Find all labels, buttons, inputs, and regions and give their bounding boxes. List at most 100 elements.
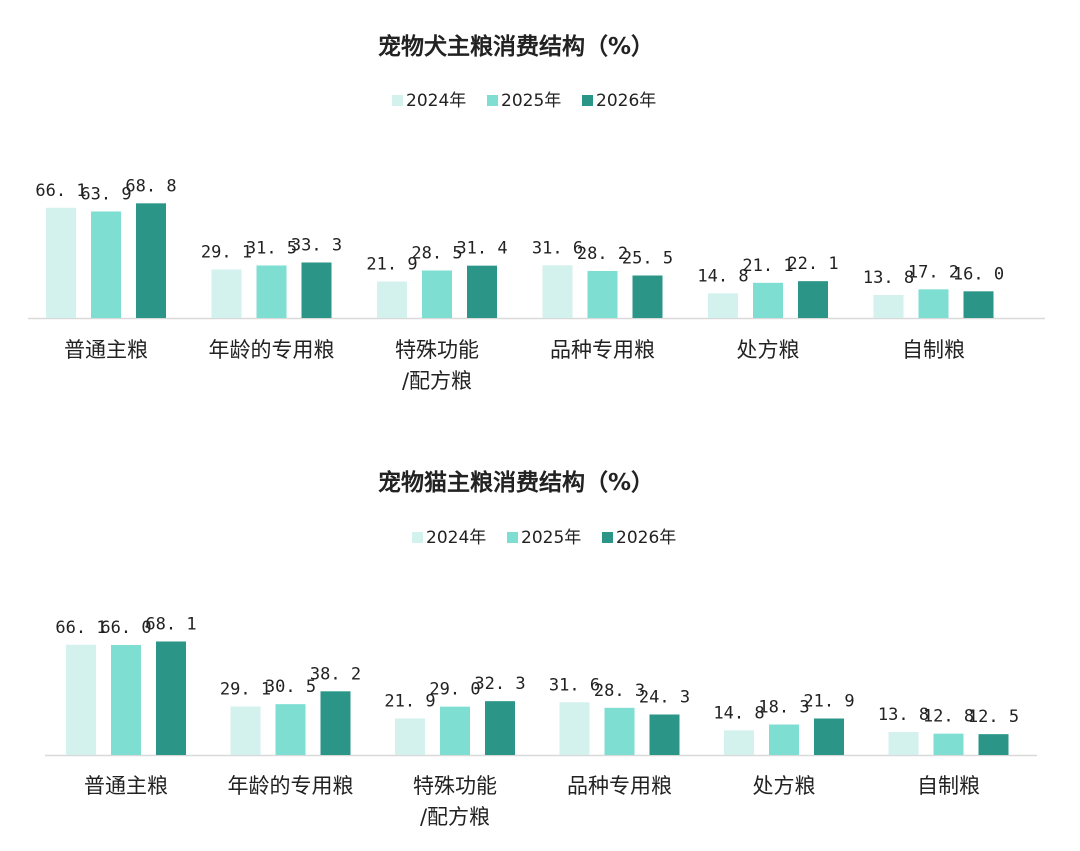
category-label: 特殊功能 (413, 774, 497, 798)
data-label: 28. 5 (411, 243, 462, 263)
bar-2025年-品种专用粮 (604, 707, 635, 755)
bar-2026年-年龄的专用粮 (301, 262, 332, 318)
legend-label: 2025年 (521, 528, 581, 548)
bar-2024年-品种专用粮 (542, 265, 573, 318)
category-label: 普通主粮 (64, 338, 148, 362)
bar-2025年-自制粮 (918, 289, 949, 318)
bar-2026年-特殊功能/配方粮 (467, 265, 497, 318)
legend-swatch-2026年 (582, 95, 593, 106)
data-label: 24. 3 (639, 687, 690, 707)
data-label: 32. 3 (474, 674, 525, 694)
bar-2024年-特殊功能/配方粮 (395, 718, 425, 755)
data-label: 21. 9 (366, 254, 417, 274)
data-label: 12. 5 (968, 707, 1019, 727)
bar-2026年-自制粮 (978, 734, 1009, 755)
data-label: 66. 0 (100, 618, 151, 638)
legend-label: 2026年 (596, 91, 656, 111)
legend-swatch-2026年 (602, 532, 613, 543)
legend-label: 2025年 (501, 91, 561, 111)
bar-2025年-特殊功能/配方粮 (440, 706, 470, 755)
bar-2026年-品种专用粮 (649, 714, 680, 755)
category-label: /配方粮 (402, 369, 472, 393)
bar-2025年-处方粮 (753, 282, 783, 318)
data-label: 22. 1 (787, 254, 838, 274)
bar-2024年-普通主粮 (66, 644, 96, 755)
bar-2024年-普通主粮 (46, 207, 76, 318)
bar-2026年-特殊功能/配方粮 (485, 701, 515, 755)
category-label: 普通主粮 (84, 774, 168, 798)
data-label: 14. 8 (713, 703, 764, 723)
data-label: 68. 1 (145, 614, 196, 634)
data-label: 21. 1 (742, 256, 793, 276)
legend-label: 2024年 (426, 528, 486, 548)
data-label: 31. 5 (246, 238, 297, 258)
data-label: 28. 2 (577, 244, 628, 264)
data-label: 12. 8 (923, 707, 974, 727)
legend-label: 2024年 (406, 91, 466, 111)
chart-title: 宠物犬主粮消费结构（%） (378, 33, 654, 60)
data-label: 31. 6 (532, 238, 583, 258)
category-label: 处方粮 (753, 774, 816, 798)
bar-2024年-品种专用粮 (559, 702, 590, 755)
category-label: 特殊功能 (395, 338, 479, 362)
legend: 2024年 2025年 2026年 (412, 528, 676, 548)
bar-2024年-年龄的专用粮 (211, 269, 242, 318)
data-label: 29. 1 (220, 679, 271, 699)
data-label: 18. 3 (758, 697, 809, 717)
category-label: 处方粮 (737, 338, 800, 362)
data-label: 66. 1 (55, 618, 106, 638)
bar-2025年-特殊功能/配方粮 (422, 270, 452, 318)
category-label: 品种专用粮 (550, 338, 655, 362)
data-label: 63. 9 (80, 184, 131, 204)
bar-2025年-自制粮 (933, 733, 964, 755)
legend-swatch-2025年 (507, 532, 518, 543)
data-label: 31. 6 (549, 675, 600, 695)
bar-2025年-年龄的专用粮 (256, 265, 287, 318)
chart-1: 宠物犬主粮消费结构（%） 2024年 2025年 2026年 66. 163. 968.… (28, 33, 1045, 393)
category-label: 自制粮 (917, 774, 980, 798)
bar-2024年-处方粮 (708, 293, 738, 318)
data-label: 30. 5 (265, 677, 316, 697)
data-label: 29. 0 (429, 680, 480, 700)
data-label: 66. 1 (35, 181, 86, 201)
legend-swatch-2024年 (412, 532, 423, 543)
category-label: 自制粮 (902, 338, 965, 362)
data-label: 13. 8 (863, 268, 914, 288)
bar-2024年-年龄的专用粮 (230, 706, 261, 755)
bar-2026年-自制粮 (963, 291, 994, 318)
data-label: 25. 5 (622, 248, 673, 268)
data-label: 29. 1 (201, 242, 252, 262)
bar-2026年-处方粮 (798, 281, 828, 318)
bar-2024年-处方粮 (724, 730, 754, 755)
data-label: 21. 9 (384, 691, 435, 711)
legend-swatch-2024年 (392, 95, 403, 106)
data-label: 28. 3 (594, 681, 645, 701)
chart-title: 宠物猫主粮消费结构（%） (378, 469, 654, 496)
bar-2025年-普通主粮 (91, 211, 121, 318)
category-label: 品种专用粮 (567, 774, 672, 798)
data-label: 68. 8 (125, 176, 176, 196)
data-label: 31. 4 (456, 239, 507, 259)
bar-2025年-普通主粮 (111, 644, 141, 755)
data-label: 16. 0 (953, 264, 1004, 284)
data-label: 13. 8 (878, 705, 929, 725)
data-label: 21. 9 (803, 691, 854, 711)
bar-2024年-自制粮 (873, 294, 904, 318)
data-label: 33. 3 (291, 235, 342, 255)
category-label: /配方粮 (420, 805, 490, 829)
legend-swatch-2025年 (487, 95, 498, 106)
bar-2025年-年龄的专用粮 (275, 704, 306, 755)
bar-2025年-品种专用粮 (587, 270, 618, 318)
bar-2026年-普通主粮 (136, 203, 166, 318)
data-label: 14. 8 (697, 266, 748, 286)
chart-2: 宠物猫主粮消费结构（%） 2024年 2025年 2026年 66. 166. 068.… (45, 469, 1037, 829)
bar-2026年-处方粮 (814, 718, 844, 755)
bar-2024年-特殊功能/配方粮 (377, 281, 407, 318)
data-label: 17. 2 (908, 262, 959, 282)
bar-2024年-自制粮 (888, 731, 919, 755)
bar-2026年-品种专用粮 (632, 275, 663, 318)
bar-2025年-处方粮 (769, 724, 799, 755)
legend: 2024年 2025年 2026年 (392, 91, 656, 111)
data-label: 38. 2 (310, 664, 361, 684)
